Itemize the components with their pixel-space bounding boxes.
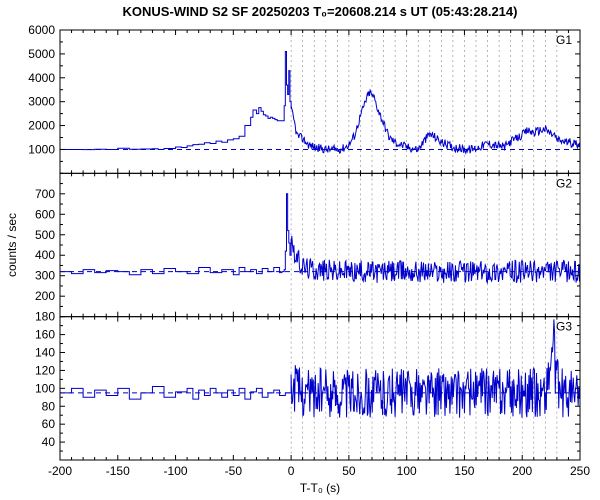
x-tick-label: 50 — [342, 464, 356, 478]
y-tick-label: 400 — [35, 248, 55, 262]
y-tick-label: 4000 — [28, 71, 55, 85]
y-tick-label: 140 — [35, 346, 55, 360]
y-tick-label: 2000 — [28, 119, 55, 133]
chart-container: KONUS-WIND S2 SF 20250203 T₀=20608.214 s… — [0, 0, 600, 500]
chart-title: KONUS-WIND S2 SF 20250203 T₀=20608.214 s… — [123, 4, 518, 19]
y-tick-label: 700 — [35, 187, 55, 201]
x-tick-label: -50 — [225, 464, 243, 478]
panel-G1: 1000 2000 3000 4000 5000 6000 G1 — [28, 23, 580, 173]
panel-G2: 200 300 400 500 600 700 G2 — [35, 173, 580, 316]
y-axis-label: counts / sec — [5, 213, 19, 277]
x-tick-label: 150 — [454, 464, 474, 478]
x-tick-label: 0 — [288, 464, 295, 478]
panel-label-G3: G3 — [556, 320, 572, 334]
series-G3 — [60, 319, 580, 417]
panel-label-G1: G1 — [556, 33, 572, 47]
y-tick-label: 180 — [35, 310, 55, 324]
panel-label-G2: G2 — [556, 176, 572, 190]
y-tick-label: 120 — [35, 363, 55, 377]
x-tick-label: 200 — [512, 464, 532, 478]
x-tick-label: -100 — [164, 464, 188, 478]
y-tick-label: 6000 — [28, 23, 55, 37]
y-tick-label: 500 — [35, 228, 55, 242]
x-tick-label: -200 — [48, 464, 72, 478]
y-tick-label: 60 — [42, 417, 56, 431]
y-tick-label: 200 — [35, 289, 55, 303]
y-tick-label: 100 — [35, 381, 55, 395]
y-tick-label: 300 — [35, 269, 55, 283]
x-tick-label: 250 — [570, 464, 590, 478]
series-G2 — [60, 194, 580, 283]
x-axis-label: T-T₀ (s) — [300, 481, 340, 495]
y-tick-label: 5000 — [28, 47, 55, 61]
panel-G3: 40 60 80 100 120 140 160 180 -200 -150 -100 -50 0 50 1… — [35, 310, 590, 478]
y-tick-label: 160 — [35, 328, 55, 342]
y-tick-label: 80 — [42, 399, 56, 413]
y-tick-label: 40 — [42, 435, 56, 449]
series-G1 — [60, 52, 580, 154]
y-tick-label: 1000 — [28, 142, 55, 156]
x-tick-label: -150 — [106, 464, 130, 478]
y-tick-label: 3000 — [28, 95, 55, 109]
y-tick-label: 600 — [35, 207, 55, 221]
x-tick-label: 100 — [397, 464, 417, 478]
